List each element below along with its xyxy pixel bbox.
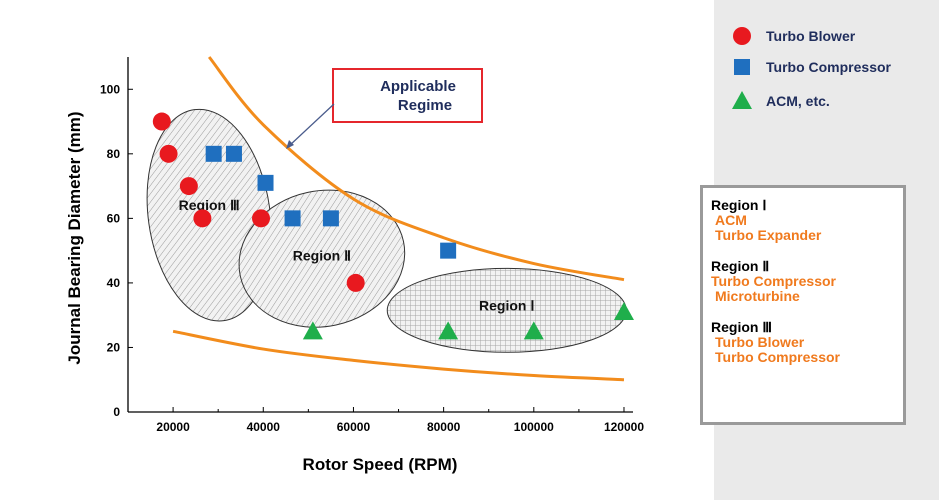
region-1-title: Region Ⅰ bbox=[711, 197, 767, 213]
legend-label-acm: ACM, etc. bbox=[766, 93, 830, 109]
region-ellipse bbox=[238, 189, 406, 328]
point-turbo-blower bbox=[193, 209, 212, 228]
legend: Turbo Blower Turbo Compressor ACM, etc. bbox=[732, 27, 892, 109]
y-axis-title: Journal Bearing Diameter (mm) bbox=[65, 111, 84, 364]
legend-marker-compressor bbox=[734, 59, 750, 75]
region-3-item: Turbo Blower bbox=[715, 334, 805, 350]
callout-box bbox=[332, 68, 483, 123]
region-2-item: Microturbine bbox=[715, 288, 800, 304]
point-turbo-compressor bbox=[322, 210, 339, 227]
y-tick-label: 20 bbox=[107, 340, 121, 354]
legend-marker-blower bbox=[733, 27, 751, 45]
point-acm bbox=[523, 321, 544, 340]
region-2-title: Region Ⅱ bbox=[711, 258, 770, 274]
x-tick-label: 40000 bbox=[247, 420, 281, 434]
callout-arrowhead bbox=[286, 140, 294, 149]
curves-layer bbox=[172, 56, 625, 382]
ticks-layer: 20000 40000 60000 80000 100000 120000 0 20 40 60 8… bbox=[100, 82, 644, 434]
x-tick-label: 80000 bbox=[427, 420, 461, 434]
region-3-title: Region Ⅲ bbox=[711, 319, 772, 335]
y-tick-label: 100 bbox=[100, 82, 120, 96]
region-2-group: Region Ⅱ Turbo Compressor Microturbine bbox=[711, 259, 903, 304]
region-2-item: Turbo Compressor bbox=[711, 273, 836, 289]
regions-layer: Region Ⅲ Region Ⅱ Region Ⅰ bbox=[146, 108, 627, 353]
y-tick-label: 80 bbox=[107, 147, 121, 161]
point-turbo-blower bbox=[252, 209, 271, 228]
point-turbo-compressor bbox=[205, 145, 222, 162]
region-description-box: Region Ⅰ ACM Turbo Expander Region Ⅱ Tur… bbox=[700, 185, 906, 425]
boundary-curve-lower bbox=[172, 329, 625, 382]
callout-arrow bbox=[288, 103, 335, 147]
region-3-group: Region Ⅲ Turbo Blower Turbo Compressor bbox=[711, 320, 903, 365]
region-1-item: ACM bbox=[715, 212, 747, 228]
x-axis-title: Rotor Speed (RPM) bbox=[303, 455, 458, 474]
x-tick-label: 60000 bbox=[337, 420, 371, 434]
region-label: Region Ⅰ bbox=[479, 297, 534, 313]
y-tick-label: 60 bbox=[107, 211, 121, 225]
point-turbo-blower bbox=[179, 177, 198, 196]
callout-line-2: Regime bbox=[398, 97, 452, 114]
point-turbo-compressor bbox=[225, 145, 242, 162]
point-acm bbox=[438, 321, 459, 340]
boundary-curve-upper bbox=[207, 56, 625, 282]
point-turbo-compressor bbox=[284, 210, 301, 227]
point-acm bbox=[613, 301, 634, 320]
legend-label-compressor: Turbo Compressor bbox=[766, 59, 892, 75]
legend-label-blower: Turbo Blower bbox=[766, 28, 856, 44]
point-acm bbox=[302, 321, 323, 340]
region-label: Region Ⅱ bbox=[293, 248, 351, 264]
y-tick-label: 40 bbox=[107, 276, 121, 290]
callout-line-1: Applicable bbox=[380, 78, 456, 95]
region-1-item: Turbo Expander bbox=[715, 227, 822, 243]
points-layer bbox=[152, 112, 634, 340]
region-label: Region Ⅲ bbox=[179, 197, 240, 213]
y-tick-label: 0 bbox=[113, 405, 120, 419]
legend-marker-acm bbox=[732, 91, 752, 109]
axes bbox=[127, 57, 633, 413]
point-turbo-compressor bbox=[440, 242, 457, 259]
x-tick-label: 120000 bbox=[604, 420, 644, 434]
point-turbo-blower bbox=[152, 112, 171, 131]
applicable-regime-callout: Applicable Regime bbox=[286, 68, 483, 149]
point-turbo-blower bbox=[159, 144, 178, 163]
point-turbo-compressor bbox=[257, 174, 274, 191]
point-turbo-blower bbox=[346, 273, 365, 292]
x-tick-label: 100000 bbox=[514, 420, 554, 434]
region-3-item: Turbo Compressor bbox=[715, 349, 840, 365]
x-tick-label: 20000 bbox=[156, 420, 190, 434]
region-1-group: Region Ⅰ ACM Turbo Expander bbox=[711, 198, 903, 243]
